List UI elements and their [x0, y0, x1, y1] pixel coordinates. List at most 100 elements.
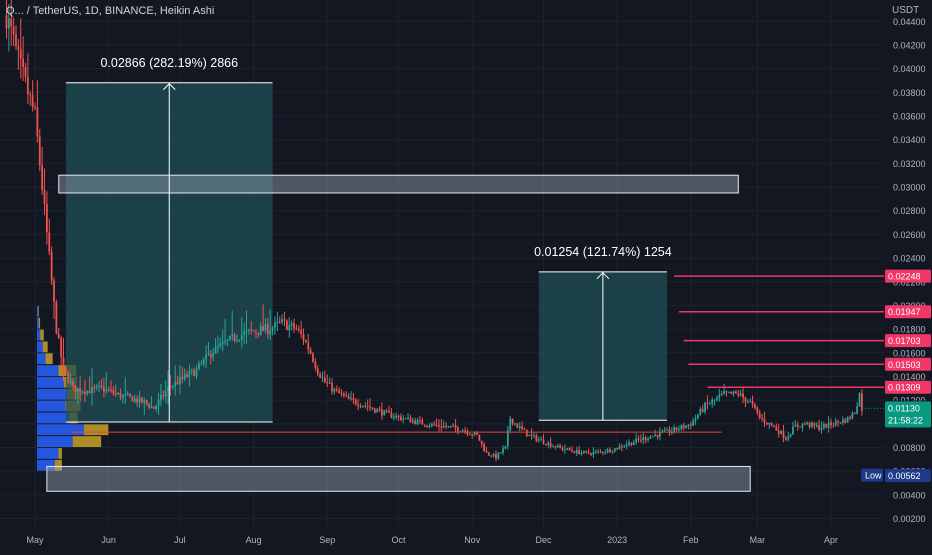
candle-body	[202, 359, 205, 364]
candle-body	[388, 411, 390, 413]
candle-body	[535, 435, 538, 441]
candle-body	[832, 425, 835, 427]
candle-body	[511, 418, 514, 424]
candle-body	[758, 412, 761, 418]
candle-body	[765, 422, 768, 425]
candle-body	[293, 323, 295, 329]
candle-body	[79, 388, 82, 392]
candle-body	[240, 334, 243, 340]
candle-body	[397, 415, 400, 417]
candle-body	[45, 203, 48, 233]
candle-body	[811, 422, 813, 427]
level-price-label: 0.01309	[888, 383, 921, 393]
candle-body	[468, 434, 471, 436]
volume-profile-bar-down	[45, 353, 53, 365]
candle-body	[768, 422, 771, 425]
candle-body	[26, 76, 29, 94]
candle-body	[834, 421, 837, 426]
candle-body	[238, 339, 241, 341]
candle-body	[851, 412, 854, 419]
candle-body	[611, 451, 614, 453]
candle-body	[283, 319, 286, 321]
candle-body	[601, 451, 604, 453]
candle-body	[281, 319, 284, 323]
candle-body	[421, 420, 424, 425]
candle-body	[701, 408, 704, 412]
candle-body	[663, 430, 666, 432]
candle-body	[167, 386, 169, 392]
measurement-arrow-head[interactable]	[162, 83, 176, 91]
candle-body	[378, 409, 381, 411]
volume-profile-bar-up	[37, 353, 46, 365]
candle-body	[285, 320, 288, 331]
candle-body	[509, 418, 512, 431]
candle-body	[447, 425, 450, 427]
price-tick-label: 0.03600	[893, 112, 926, 122]
candle-body	[803, 423, 806, 425]
candle-body	[490, 455, 493, 457]
candle-body	[255, 331, 257, 333]
candle-body	[749, 401, 752, 403]
candle-body	[376, 409, 379, 413]
zone-rectangle[interactable]	[46, 465, 751, 492]
candle-body	[400, 416, 402, 421]
measurement-label: 0.02866 (282.19%) 2866	[100, 56, 238, 70]
candle-body	[637, 438, 640, 440]
level-price-badge	[885, 269, 931, 283]
candle-body	[221, 341, 224, 344]
time-axis[interactable]: May Jun Jul Aug Sep Oct Nov Dec 2023 Feb Mar Apr	[0, 528, 932, 550]
candle-body	[259, 326, 262, 335]
candle-body	[666, 429, 668, 431]
candle-body	[364, 405, 367, 407]
candle-body	[312, 353, 314, 362]
countdown-timer: 21:58:22	[888, 415, 923, 425]
candle-body	[483, 443, 485, 451]
price-axis[interactable]: 0.002000.004000.006000.008000.010000.012…	[861, 0, 932, 550]
candle-body	[773, 425, 775, 427]
candle-body	[504, 445, 507, 449]
volume-profile-bar-up	[37, 317, 39, 329]
candle-body	[74, 385, 77, 392]
price-tick-label: 0.01400	[893, 372, 926, 382]
candle-body	[711, 399, 714, 404]
measurement-lines[interactable]: 0.02866 (282.19%) 2866 0.01254 (121.74%) …	[65, 56, 672, 423]
candle-body	[609, 449, 611, 453]
measurement-arrow-head[interactable]	[596, 272, 610, 280]
horizontal-rays[interactable]	[674, 275, 884, 409]
candle-body	[162, 395, 165, 397]
candle-body	[198, 363, 200, 369]
candle-body	[440, 426, 443, 428]
volume-profile-bar-up	[37, 447, 59, 459]
candle-body	[117, 392, 120, 394]
candle-body	[735, 391, 737, 394]
candle-body	[573, 451, 576, 454]
candle-body	[682, 425, 685, 428]
candle-body	[471, 434, 474, 436]
candle-body	[423, 424, 426, 427]
candle-body	[732, 391, 735, 394]
candle-body	[597, 451, 600, 453]
candle-body	[794, 424, 797, 427]
zones[interactable]	[46, 174, 751, 492]
candle-body	[326, 382, 329, 384]
candle-body	[350, 398, 352, 400]
candle-body	[457, 428, 459, 432]
volume-profile-bar-down	[42, 341, 48, 353]
price-tick-label: 0.02800	[893, 206, 926, 216]
chart-header: Q... / TetherUS, 1D, BINANCE, Heikin Ash…	[6, 5, 919, 17]
candle-body	[200, 363, 203, 365]
candle-body	[91, 386, 93, 394]
candle-body	[257, 332, 260, 335]
volume-profile-bar-up	[37, 365, 59, 376]
candle-body	[837, 421, 840, 423]
candle-body	[105, 389, 108, 392]
candle-body	[15, 34, 17, 47]
candle-body	[62, 357, 65, 368]
candle-body	[656, 434, 659, 437]
volume-profile-bar-up	[37, 400, 66, 412]
candle-body	[808, 422, 811, 427]
zone-rectangle[interactable]	[58, 174, 739, 194]
candle-body	[131, 396, 134, 402]
